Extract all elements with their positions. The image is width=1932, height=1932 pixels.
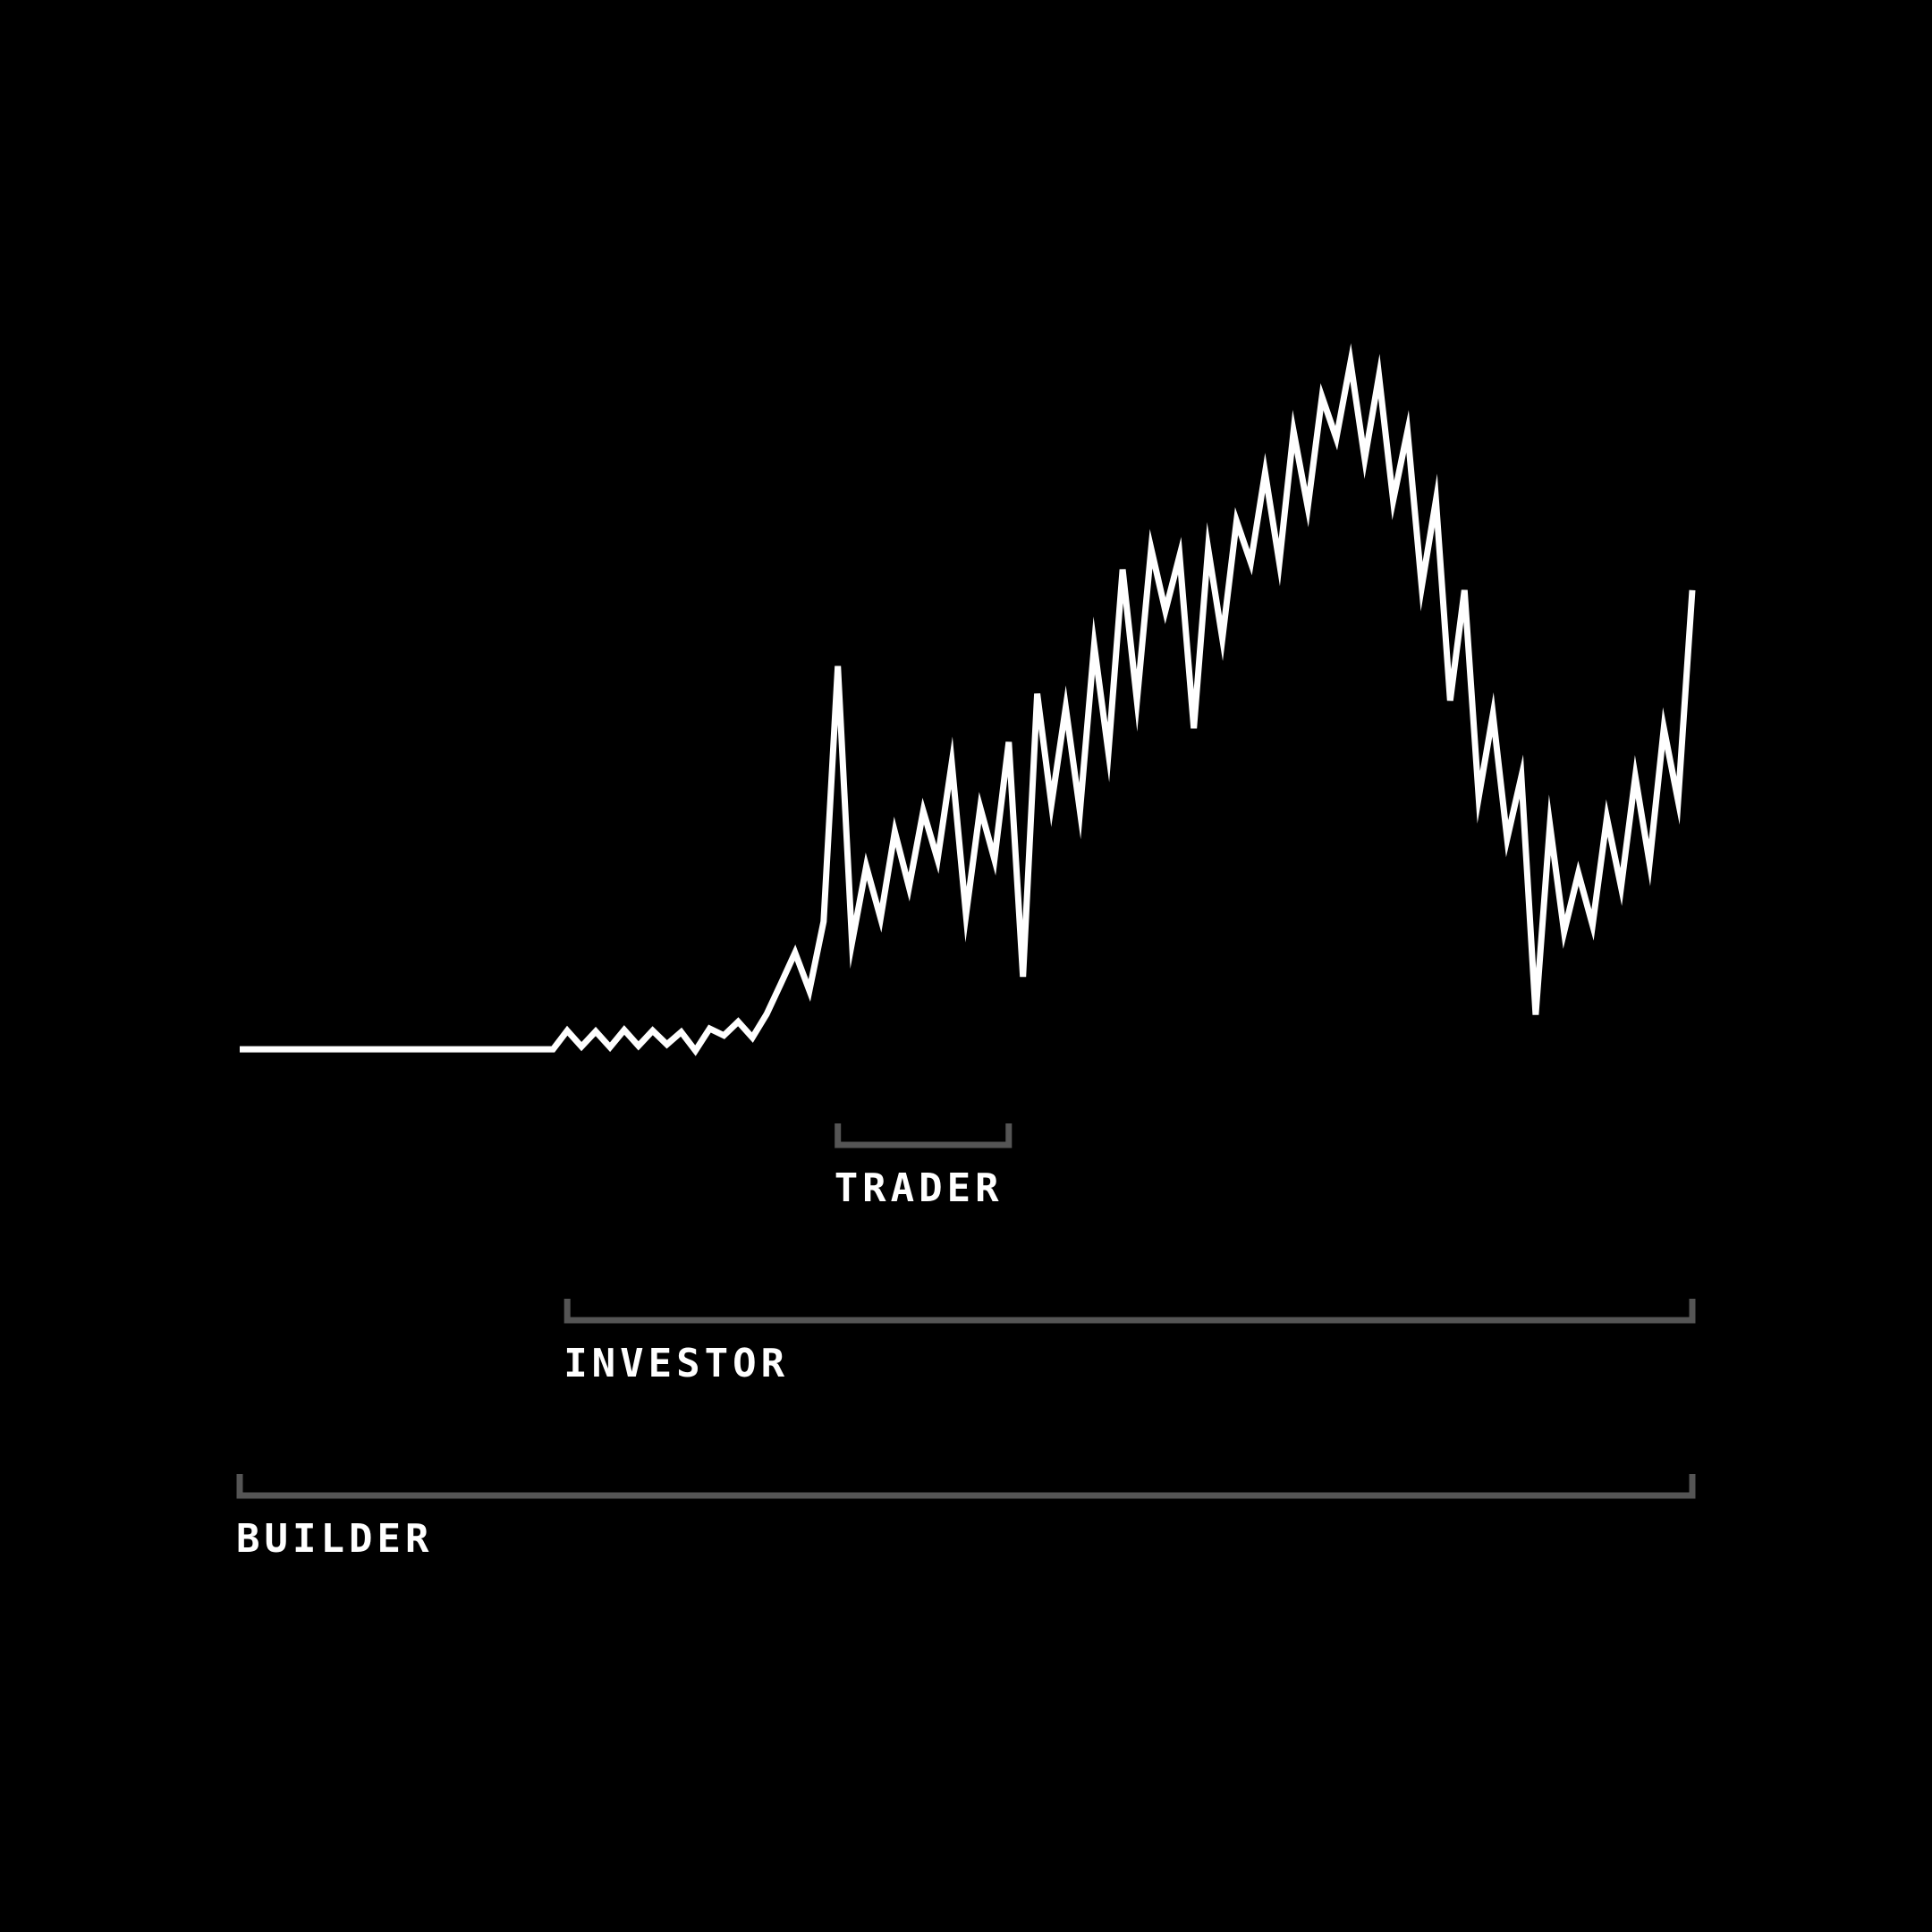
range-bracket-investor <box>564 1299 1696 1324</box>
range-label-builder: BUILDER <box>236 1516 433 1562</box>
range-bracket-builder <box>236 1474 1696 1499</box>
range-label-trader: TRADER <box>835 1165 1004 1211</box>
price-series-line <box>240 343 1696 1056</box>
range-label-investor: INVESTOR <box>564 1341 789 1386</box>
range-brackets: TRADER INVESTOR BUILDER <box>236 1123 1696 1562</box>
range-bracket-trader <box>835 1123 1013 1148</box>
